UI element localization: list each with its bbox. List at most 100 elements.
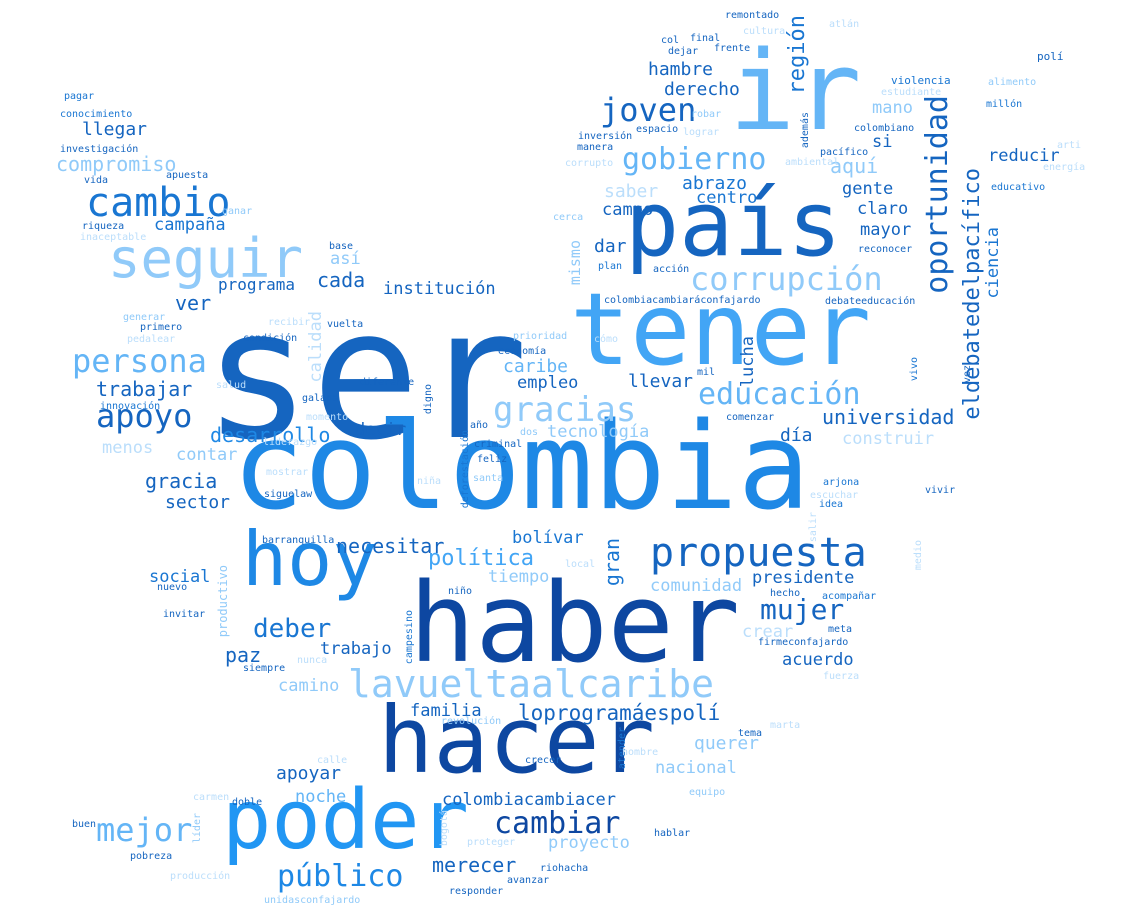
- cloud-word: persona: [72, 342, 207, 380]
- cloud-word: salud: [216, 380, 247, 391]
- cloud-word: robar: [691, 109, 722, 120]
- cloud-word: niño: [448, 586, 473, 597]
- cloud-word: tema: [738, 728, 763, 739]
- cloud-word: líder: [192, 813, 203, 844]
- cloud-word: mayor: [860, 220, 912, 240]
- cloud-word: hombre: [622, 747, 659, 758]
- cloud-word: avanzar: [507, 875, 550, 886]
- cloud-word: ver: [175, 291, 212, 315]
- cloud-word: niña: [417, 476, 442, 487]
- cloud-word: reconocer: [858, 244, 913, 255]
- cloud-word: galapa: [302, 393, 339, 404]
- cloud-word: alimento: [988, 77, 1037, 88]
- cloud-word: buen: [72, 819, 97, 830]
- cloud-word: digno: [423, 384, 434, 415]
- cloud-word: criminal: [474, 439, 523, 450]
- cloud-word: condición: [243, 333, 298, 344]
- cloud-word: ambiental: [785, 157, 840, 168]
- cloud-word: liderazgo: [263, 437, 318, 448]
- cloud-word: llevar: [628, 371, 694, 392]
- cloud-word: sector: [165, 492, 231, 513]
- cloud-word: centro: [696, 188, 758, 208]
- cloud-word: reducir: [988, 146, 1060, 166]
- cloud-word: acuerdo: [782, 650, 854, 670]
- cloud-word: prioridad: [513, 331, 568, 342]
- cloud-word: dejar: [668, 46, 699, 57]
- cloud-word: investigación: [60, 144, 139, 155]
- cloud-word: remontado: [725, 10, 780, 21]
- cloud-word: claro: [857, 199, 909, 219]
- cloud-word: mismo: [566, 240, 584, 286]
- cloud-word: feliz: [477, 454, 508, 465]
- cloud-word: cada: [317, 268, 366, 292]
- cloud-word: región: [785, 15, 810, 95]
- cloud-word: estudiante: [881, 87, 942, 98]
- cloud-word: caribe: [503, 356, 569, 377]
- cloud-word: si: [872, 132, 893, 152]
- cloud-word: aquí: [830, 154, 879, 178]
- cloud-word: trabajar: [96, 377, 193, 401]
- cloud-word: santa: [473, 473, 504, 484]
- cloud-word: base: [329, 241, 354, 252]
- cloud-word: familia: [410, 701, 482, 721]
- cloud-word: gracias: [493, 390, 637, 430]
- cloud-word: tiempo: [488, 567, 550, 587]
- cloud-word: contar: [176, 445, 238, 465]
- cloud-word: desarrollo: [210, 423, 331, 447]
- cloud-word: hecho: [770, 588, 801, 599]
- cloud-word: diferente: [360, 377, 415, 388]
- cloud-word: escuchar: [810, 490, 859, 501]
- cloud-word: además: [800, 112, 811, 149]
- cloud-word: merecer: [432, 853, 517, 877]
- cloud-word: cambiar: [494, 806, 621, 841]
- cloud-word: bolívar: [512, 528, 584, 548]
- cloud-word: política: [428, 546, 534, 571]
- cloud-word: dar: [594, 236, 627, 257]
- cloud-word: calle: [317, 755, 348, 766]
- cloud-word: col: [661, 35, 680, 46]
- cloud-word: joven: [600, 91, 697, 129]
- cloud-word: trabajo: [320, 639, 392, 659]
- cloud-word: cultura: [743, 26, 786, 37]
- cloud-word: hablar: [654, 828, 691, 839]
- cloud-word: campo: [602, 200, 654, 220]
- cloud-word: productivo: [216, 565, 230, 638]
- cloud-word: siguelaw: [264, 489, 313, 500]
- cloud-word: energía: [1043, 162, 1086, 173]
- cloud-word: educación: [698, 377, 861, 412]
- cloud-word: responder: [449, 886, 504, 897]
- cloud-word: propuesta: [650, 530, 867, 576]
- cloud-word: atlán: [829, 19, 860, 30]
- cloud-word: polí: [1037, 50, 1064, 63]
- cloud-word: recibir: [268, 317, 311, 328]
- cloud-word: gran: [600, 538, 624, 587]
- cloud-word: frente: [714, 43, 751, 54]
- cloud-word: poder: [222, 773, 469, 868]
- cloud-word: firmeconfajardo: [758, 637, 849, 648]
- cloud-word: economía: [498, 346, 547, 357]
- cloud-word: paz: [225, 643, 262, 667]
- cloud-word: equipo: [689, 787, 726, 798]
- cloud-word: comunidad: [650, 576, 743, 596]
- cloud-word: pedalear: [127, 334, 176, 345]
- cloud-word: social: [149, 567, 211, 587]
- cloud-word: nacional: [655, 758, 737, 778]
- cloud-word: ir: [729, 27, 862, 155]
- cloud-word: ser: [203, 271, 529, 480]
- cloud-word: presidente: [752, 568, 855, 588]
- cloud-word: oportunidad: [920, 95, 955, 294]
- cloud-word: proteger: [467, 837, 516, 848]
- cloud-word: final: [690, 33, 721, 44]
- cloud-word: plan: [598, 261, 623, 272]
- cloud-word: manera: [577, 142, 614, 153]
- cloud-word: necesitar: [336, 534, 445, 558]
- cloud-word: comenzar: [726, 412, 775, 423]
- cloud-word: arjona: [823, 477, 860, 488]
- cloud-word: tecnología: [547, 422, 650, 442]
- cloud-word: pobreza: [130, 851, 173, 862]
- cloud-word: local: [565, 559, 596, 570]
- cloud-word: colombia: [232, 398, 810, 537]
- cloud-word: mostrar: [266, 467, 309, 478]
- cloud-word: ganar: [222, 206, 253, 217]
- cloud-word: nunca: [297, 655, 328, 666]
